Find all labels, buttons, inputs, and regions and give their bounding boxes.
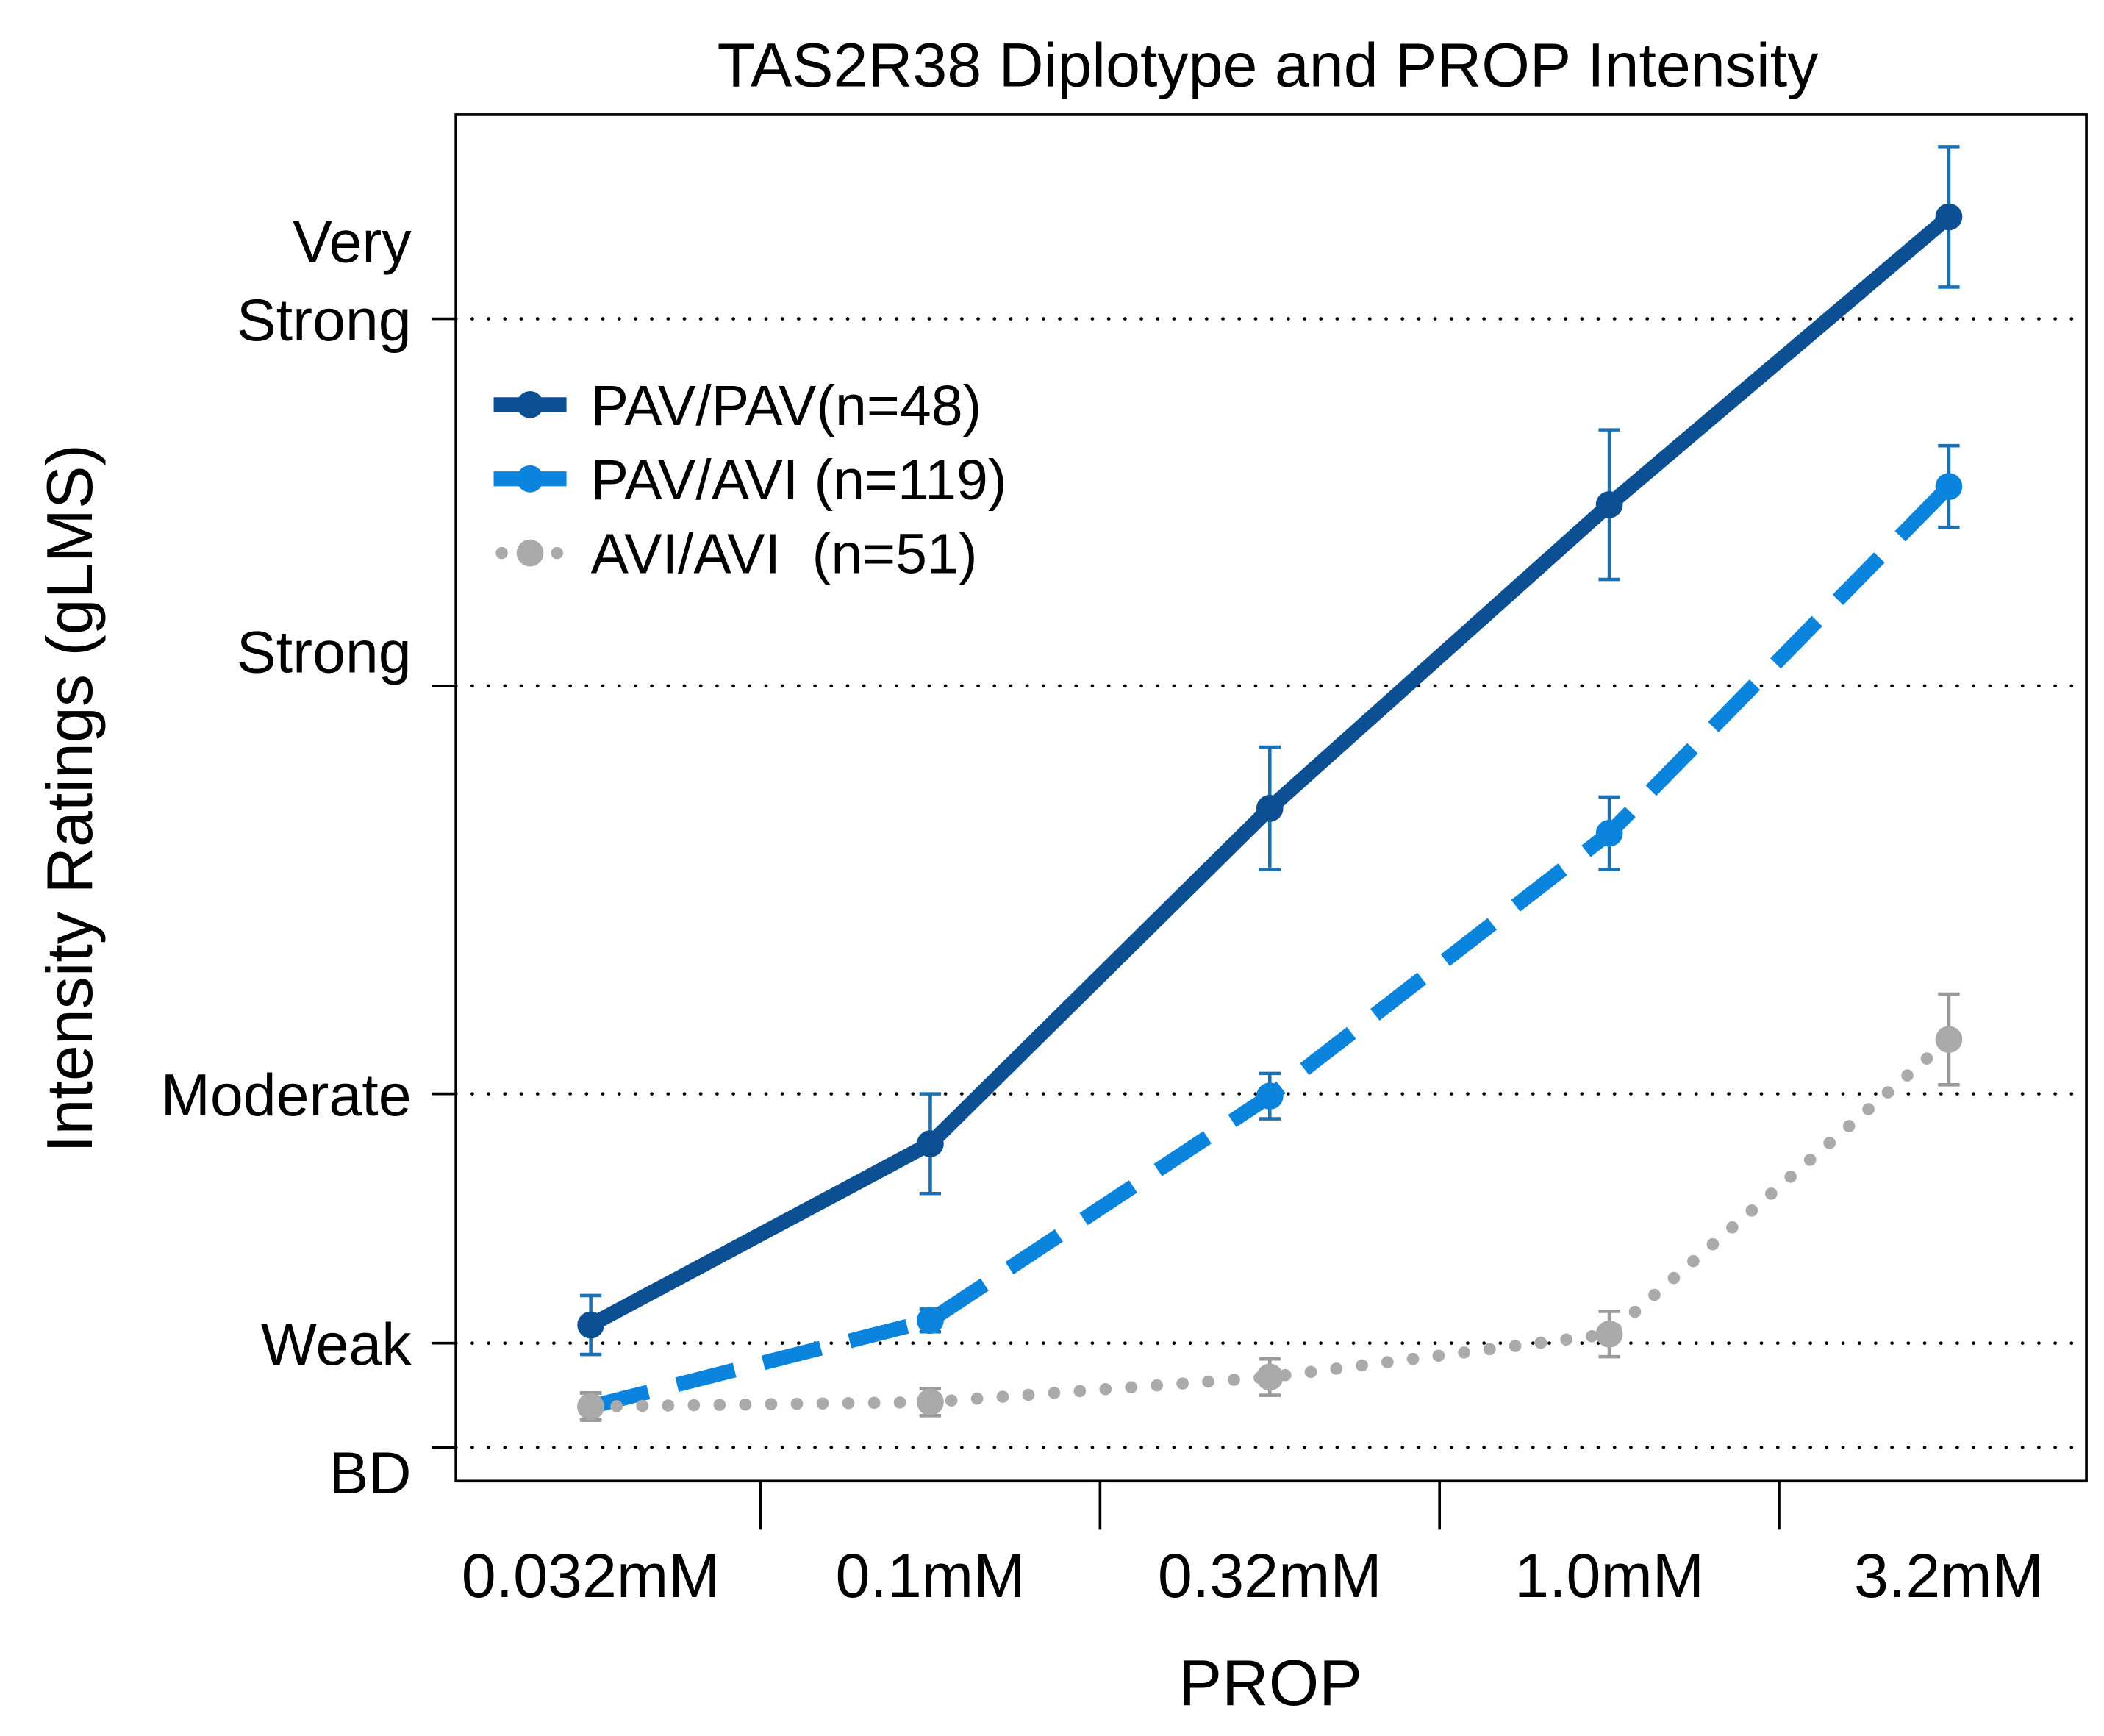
data-point bbox=[1595, 490, 1623, 518]
legend-swatch-dot bbox=[495, 546, 508, 560]
data-point bbox=[1935, 203, 1963, 231]
legend-swatch-dot bbox=[551, 546, 563, 560]
legend-swatch-marker bbox=[516, 465, 544, 493]
x-tick-label: 3.2mM bbox=[1854, 1541, 2044, 1610]
y-axis-label: Intensity Ratings (gLMS) bbox=[33, 444, 106, 1153]
data-point bbox=[1256, 1082, 1284, 1110]
data-point bbox=[917, 1307, 944, 1335]
series-line bbox=[589, 481, 1955, 1414]
series-avi-avi bbox=[577, 992, 1963, 1422]
y-tick-label: Weak bbox=[261, 1312, 412, 1378]
x-tick-label: 1.0mM bbox=[1514, 1541, 1704, 1610]
y-tick-label: Strong bbox=[237, 287, 412, 354]
data-point bbox=[917, 1388, 944, 1416]
data-point bbox=[1935, 1026, 1963, 1054]
data-point bbox=[1595, 1320, 1623, 1348]
y-tick-label: Moderate bbox=[161, 1062, 412, 1129]
series-line bbox=[584, 1033, 1955, 1413]
legend-swatch-marker bbox=[516, 391, 544, 418]
chart-title: TAS2R38 Diplotype and PROP Intensity bbox=[718, 30, 1819, 99]
data-point bbox=[1256, 1363, 1284, 1391]
legend-swatch-marker bbox=[516, 539, 544, 567]
y-tick-label: Very bbox=[293, 210, 412, 276]
data-point bbox=[917, 1130, 944, 1157]
legend-label: PAV/AVI (n=119) bbox=[591, 449, 1007, 512]
x-tick-label: 0.32mM bbox=[1158, 1541, 1382, 1610]
x-tick-label: 0.1mM bbox=[835, 1541, 1025, 1610]
x-axis-label: PROP bbox=[1178, 1646, 1362, 1719]
legend-label: PAV/PAV(n=48) bbox=[591, 374, 982, 437]
legend: PAV/PAV(n=48) PAV/AVI (n=119) AVI/AVI (n=5… bbox=[493, 374, 1007, 586]
series-pav-avi bbox=[577, 443, 1963, 1422]
legend-label: AVI/AVI (n=51) bbox=[591, 523, 978, 586]
data-point bbox=[1935, 473, 1963, 501]
data-point bbox=[577, 1393, 604, 1421]
data-point bbox=[1595, 819, 1623, 847]
plot-frame bbox=[454, 113, 2088, 1483]
y-axis: BD Weak Moderate Strong Very Strong bbox=[161, 210, 457, 1507]
y-tick-label: Strong bbox=[237, 620, 412, 686]
x-tick-label: 0.032mM bbox=[462, 1541, 720, 1610]
series-pav-pav bbox=[577, 145, 1963, 1357]
data-point bbox=[577, 1311, 604, 1339]
series-group bbox=[577, 145, 1963, 1422]
x-axis: 0.032mM 0.1mM 0.32mM 1.0mM 3.2mM bbox=[462, 1481, 2044, 1610]
y-tick-label: BD bbox=[329, 1440, 411, 1507]
data-point bbox=[1256, 794, 1284, 822]
